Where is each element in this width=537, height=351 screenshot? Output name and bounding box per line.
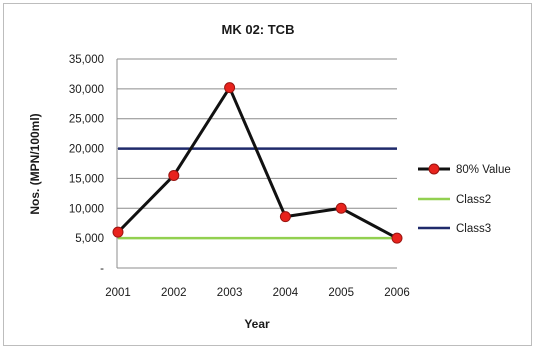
y-tick-label: 20,000 [69,144,104,156]
x-tick-label: 2006 [384,287,410,299]
data-point-marker [224,82,236,94]
data-point-marker [391,232,403,244]
x-tick-label: 2002 [161,287,187,299]
x-tick-label: 2005 [328,287,354,299]
chart-title: MK 02: TCB [222,22,295,37]
x-axis-label: Year [244,317,270,331]
y-axis-ticks: - 5,000 10,000 15,000 20,000 25,000 30,000 35,0… [69,54,104,275]
y-tick-label: 15,000 [69,173,104,185]
x-tick-label: 2003 [217,287,243,299]
series-layer [112,82,403,244]
legend-marker [428,163,440,175]
legend-label: Class3 [456,223,491,235]
legend-label: 80% Value [456,164,511,176]
y-tick-label: 10,000 [69,203,104,215]
y-tick-label: 30,000 [69,84,104,96]
x-tick-label: 2004 [273,287,299,299]
series-line-80-value [116,86,398,240]
data-point-marker [168,169,180,181]
x-axis-ticks: 2001 2002 2003 2004 2005 2006 [105,287,410,299]
y-tick-label: 35,000 [69,54,104,66]
y-axis-label: Nos. (MPN/100ml) [28,113,42,214]
data-point-marker [335,202,347,214]
legend: 80% Value Class2 Class3 [418,163,511,235]
legend-label: Class2 [456,194,491,206]
y-tick-label: - [100,263,104,275]
y-tick-label: 5,000 [75,233,104,245]
y-tick-label: 25,000 [69,114,104,126]
x-tick-label: 2001 [105,287,131,299]
data-point-marker [112,226,124,238]
data-point-marker [279,211,291,223]
